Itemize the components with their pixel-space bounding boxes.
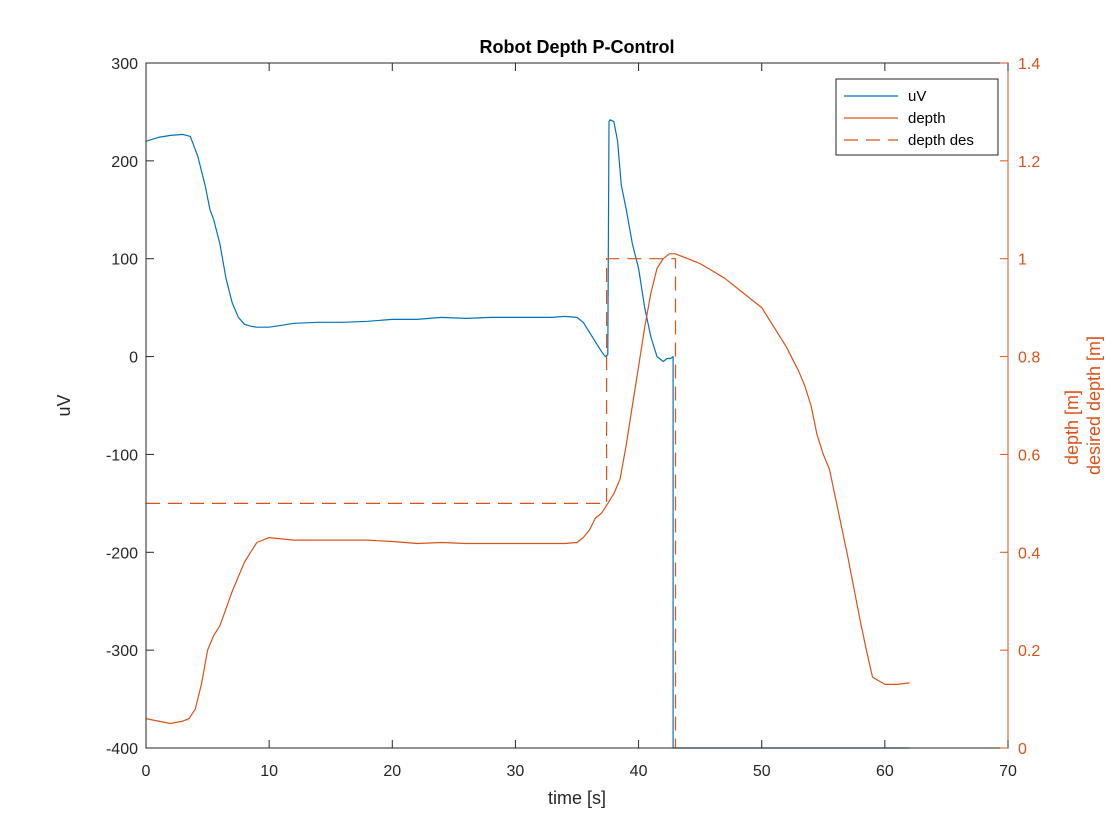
y-left-tick-label: 300	[111, 56, 138, 73]
x-tick-label: 50	[753, 763, 771, 780]
y-right-tick-label: 0.6	[1018, 447, 1040, 464]
y-left-tick-label: 100	[111, 252, 138, 269]
series-uv	[145, 119, 910, 749]
series-layer	[145, 119, 910, 749]
legend-box	[835, 78, 999, 156]
chart-title: Robot Depth P-Control	[480, 37, 675, 57]
legend-label-uv: uV	[908, 88, 926, 105]
y-left-tick-label: -300	[106, 643, 138, 660]
x-axis-title: time [s]	[548, 788, 606, 808]
x-tick-label: 40	[630, 763, 648, 780]
x-tick-label: 30	[507, 763, 525, 780]
legend-label-depth-des: depth des	[908, 132, 974, 149]
y-left-tick-label: -100	[106, 447, 138, 464]
legend-label-depth: depth	[908, 110, 946, 127]
series-depth-des	[146, 258, 677, 748]
y-right-tick-label: 0	[1018, 741, 1027, 758]
x-tick-label: 60	[876, 763, 894, 780]
y-axis-left-title: uV	[54, 394, 74, 416]
x-tick-label: 70	[999, 763, 1017, 780]
ticks-layer: 0 10 20 30 40 50 60 703002001000-100-200-300-40…	[106, 56, 1040, 780]
x-tick-label: 0	[142, 763, 151, 780]
y-left-tick-label: -400	[106, 741, 138, 758]
y-axis-right-title-depth: depth [m]	[1062, 390, 1082, 465]
y-right-tick-label: 1.2	[1018, 154, 1040, 171]
plot-area	[145, 62, 1009, 749]
x-tick-label: 20	[383, 763, 401, 780]
x-tick-label: 10	[260, 763, 278, 780]
y-left-tick-label: 200	[111, 154, 138, 171]
y-right-tick-label: 1	[1018, 252, 1027, 269]
legend: uV depth depth des	[835, 78, 999, 156]
y-right-tick-label: 1.4	[1018, 56, 1040, 73]
y-left-tick-label: 0	[129, 350, 138, 367]
y-left-tick-label: -200	[106, 545, 138, 562]
y-right-tick-label: 0.8	[1018, 350, 1040, 367]
y-axis-right-title-desired-depth: desired depth [m]	[1084, 336, 1104, 475]
series-depth	[145, 253, 910, 725]
y-right-tick-label: 0.4	[1018, 545, 1040, 562]
y-right-tick-label: 0.2	[1018, 643, 1040, 660]
